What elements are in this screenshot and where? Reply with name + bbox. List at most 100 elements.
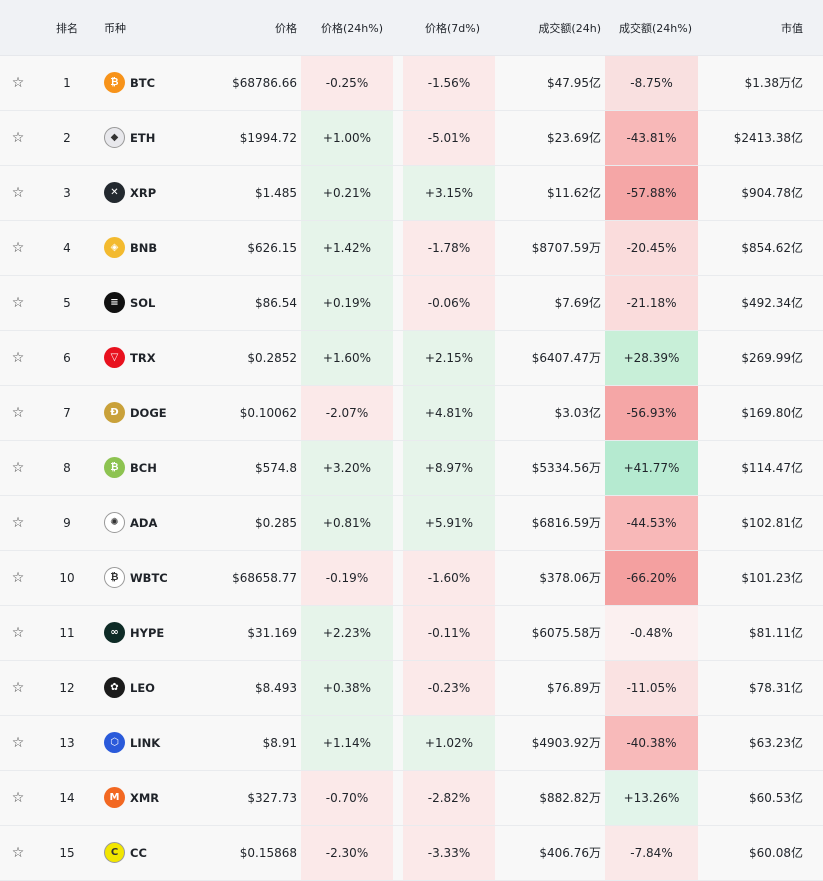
table-row[interactable]: ☆ 2 ◆ ETH $1994.72 +1.00% -5.01% $23.69亿… <box>0 111 823 166</box>
rank-cell: 7 <box>63 406 71 420</box>
table-row[interactable]: ☆ 3 ✕ XRP $1.485 +0.21% +3.15% $11.62亿 -… <box>0 166 823 221</box>
change-7d-cell: -2.82% <box>403 771 495 825</box>
volume-cell: $882.82万 <box>539 791 601 805</box>
change-7d-cell: +2.15% <box>403 331 495 385</box>
table-row[interactable]: ☆ 13 ⬡ LINK $8.91 +1.14% +1.02% $4903.92… <box>0 716 823 771</box>
star-icon[interactable]: ☆ <box>11 790 25 806</box>
coin-logo-icon: Ð <box>104 402 125 423</box>
coin-cell[interactable]: ≡ SOL <box>104 276 224 330</box>
volume-cell: $7.69亿 <box>554 296 601 310</box>
table-row[interactable]: ☆ 1 ₿ BTC $68786.66 -0.25% -1.56% $47.95… <box>0 56 823 111</box>
change-24h-cell: +2.23% <box>301 606 393 660</box>
change-24h-cell: +0.21% <box>301 166 393 220</box>
table-row[interactable]: ☆ 8 ₿ BCH $574.8 +3.20% +8.97% $5334.56万… <box>0 441 823 496</box>
coin-cell[interactable]: ▽ TRX <box>104 331 224 385</box>
table-row[interactable]: ☆ 14 M XMR $327.73 -0.70% -2.82% $882.82… <box>0 771 823 826</box>
star-icon[interactable]: ☆ <box>11 240 25 256</box>
table-row[interactable]: ☆ 10 ₿ WBTC $68658.77 -0.19% -1.60% $378… <box>0 551 823 606</box>
star-icon[interactable]: ☆ <box>11 75 25 91</box>
coin-symbol: TRX <box>130 351 156 365</box>
change-24h-cell: -2.30% <box>301 826 393 880</box>
star-icon[interactable]: ☆ <box>11 845 25 861</box>
coin-cell[interactable]: ◈ BNB <box>104 221 224 275</box>
coin-header[interactable]: 币种 <box>104 22 126 35</box>
chg7-header[interactable]: 价格(7d%) <box>425 22 481 35</box>
change-24h-cell: +0.81% <box>301 496 393 550</box>
volume-cell: $3.03亿 <box>554 406 601 420</box>
volume-change-cell: -8.75% <box>605 56 698 110</box>
price-cell: $8.91 <box>262 736 297 750</box>
change-24h-cell: +1.14% <box>301 716 393 770</box>
table-row[interactable]: ☆ 6 ▽ TRX $0.2852 +1.60% +2.15% $6407.47… <box>0 331 823 386</box>
change-7d-cell: -1.60% <box>403 551 495 605</box>
coin-logo-icon: ◈ <box>104 237 125 258</box>
coin-cell[interactable]: ✺ ADA <box>104 496 224 550</box>
star-icon[interactable]: ☆ <box>11 515 25 531</box>
star-icon[interactable]: ☆ <box>11 350 25 366</box>
price-cell: $1.485 <box>255 186 297 200</box>
volume-cell: $5334.56万 <box>531 461 601 475</box>
coin-cell[interactable]: ₿ WBTC <box>104 551 224 605</box>
table-row[interactable]: ☆ 5 ≡ SOL $86.54 +0.19% -0.06% $7.69亿 -2… <box>0 276 823 331</box>
coin-logo-icon: ≡ <box>104 292 125 313</box>
star-icon[interactable]: ☆ <box>11 460 25 476</box>
coin-cell[interactable]: ₿ BCH <box>104 441 224 495</box>
coin-symbol: XMR <box>130 791 160 805</box>
price-header[interactable]: 价格 <box>275 22 297 35</box>
coin-cell[interactable]: ◆ ETH <box>104 111 224 165</box>
price-cell: $8.493 <box>255 681 297 695</box>
volume-header[interactable]: 成交额(24h) <box>538 22 601 35</box>
table-row[interactable]: ☆ 12 ✿ LEO $8.493 +0.38% -0.23% $76.89万 … <box>0 661 823 716</box>
star-icon[interactable]: ☆ <box>11 680 25 696</box>
market-cap-cell: $78.31亿 <box>749 681 803 695</box>
volume-change-cell: -21.18% <box>605 276 698 330</box>
coin-cell[interactable]: Ð DOGE <box>104 386 224 440</box>
market-cap-cell: $854.62亿 <box>741 241 803 255</box>
coin-symbol: ETH <box>130 131 156 145</box>
star-icon[interactable]: ☆ <box>11 295 25 311</box>
coin-cell[interactable]: M XMR <box>104 771 224 825</box>
coin-logo-icon: ◆ <box>104 127 125 148</box>
coin-logo-icon: ✿ <box>104 677 125 698</box>
market-cap-header[interactable]: 市值 <box>781 22 803 35</box>
star-icon[interactable]: ☆ <box>11 130 25 146</box>
coin-cell[interactable]: C CC <box>104 826 224 880</box>
volume-change-cell: -40.38% <box>605 716 698 770</box>
coin-cell[interactable]: ✕ XRP <box>104 166 224 220</box>
change-24h-cell: +1.42% <box>301 221 393 275</box>
change-7d-cell: +8.97% <box>403 441 495 495</box>
coin-cell[interactable]: ✿ LEO <box>104 661 224 715</box>
market-cap-cell: $81.11亿 <box>749 626 803 640</box>
volume-change-header[interactable]: 成交额(24h%) <box>619 22 693 35</box>
change-7d-cell: -0.11% <box>403 606 495 660</box>
change-24h-cell: +1.60% <box>301 331 393 385</box>
rank-header[interactable]: 排名 <box>56 22 78 35</box>
table-row[interactable]: ☆ 7 Ð DOGE $0.10062 -2.07% +4.81% $3.03亿… <box>0 386 823 441</box>
rank-cell: 6 <box>63 351 71 365</box>
rank-cell: 11 <box>59 626 75 640</box>
coin-logo-icon: ✺ <box>104 512 125 533</box>
change-24h-cell: +0.19% <box>301 276 393 330</box>
market-cap-cell: $904.78亿 <box>741 186 803 200</box>
table-row[interactable]: ☆ 11 ∞ HYPE $31.169 +2.23% -0.11% $6075.… <box>0 606 823 661</box>
table-row[interactable]: ☆ 4 ◈ BNB $626.15 +1.42% -1.78% $8707.59… <box>0 221 823 276</box>
price-cell: $31.169 <box>247 626 297 640</box>
star-icon[interactable]: ☆ <box>11 405 25 421</box>
star-icon[interactable]: ☆ <box>11 625 25 641</box>
star-icon[interactable]: ☆ <box>11 185 25 201</box>
chg24-header[interactable]: 价格(24h%) <box>321 22 384 35</box>
coin-cell[interactable]: ⬡ LINK <box>104 716 224 770</box>
coin-logo-icon: ₿ <box>104 457 125 478</box>
coin-cell[interactable]: ∞ HYPE <box>104 606 224 660</box>
star-icon[interactable]: ☆ <box>11 570 25 586</box>
coin-symbol: BTC <box>130 76 156 90</box>
star-icon[interactable]: ☆ <box>11 735 25 751</box>
coin-cell[interactable]: ₿ BTC <box>104 56 224 110</box>
change-24h-cell: +0.38% <box>301 661 393 715</box>
change-24h-cell: -0.19% <box>301 551 393 605</box>
price-cell: $86.54 <box>255 296 297 310</box>
rank-cell: 9 <box>63 516 71 530</box>
table-row[interactable]: ☆ 15 C CC $0.15868 -2.30% -3.33% $406.76… <box>0 826 823 881</box>
table-row[interactable]: ☆ 9 ✺ ADA $0.285 +0.81% +5.91% $6816.59万… <box>0 496 823 551</box>
